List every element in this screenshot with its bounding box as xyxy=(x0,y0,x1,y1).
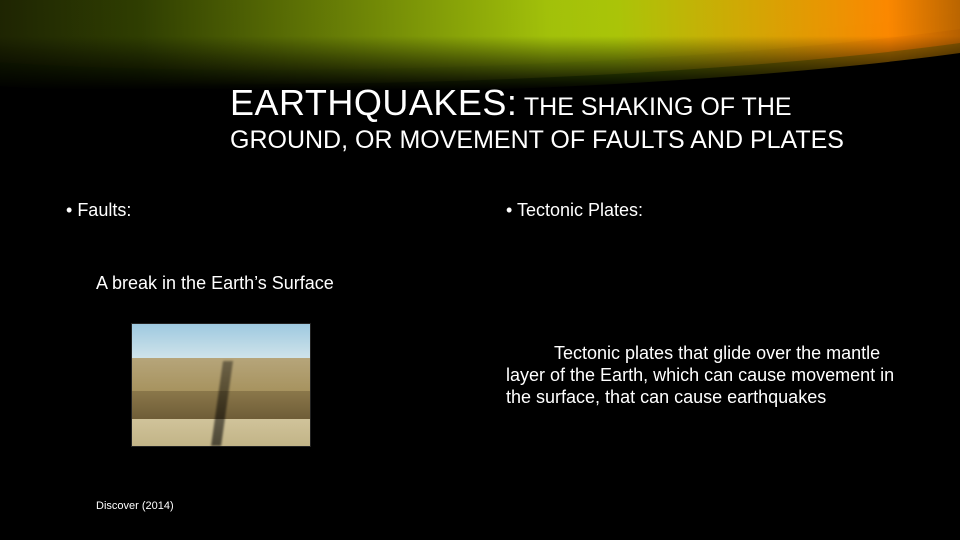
tectonic-heading: Tectonic Plates: xyxy=(506,200,920,221)
decorative-swoosh xyxy=(0,0,960,90)
title-rest: GROUND, OR MOVEMENT OF FAULTS AND PLATES xyxy=(230,126,920,156)
right-column: Tectonic Plates: Tectonic plates that gl… xyxy=(496,200,920,446)
faults-body: A break in the Earth’s Surface xyxy=(96,273,496,294)
fault-image xyxy=(132,324,310,446)
faults-heading: Faults: xyxy=(66,200,496,221)
citation: Discover (2014) xyxy=(96,500,174,512)
title-block: EARTHQUAKES: THE SHAKING OF THE GROUND, … xyxy=(230,82,920,156)
left-column: Faults: A break in the Earth’s Surface xyxy=(66,200,496,446)
title-lead: EARTHQUAKES: xyxy=(230,82,517,123)
tectonic-body: Tectonic plates that glide over the mant… xyxy=(506,343,920,409)
title-tail1: THE SHAKING OF THE xyxy=(517,93,791,121)
